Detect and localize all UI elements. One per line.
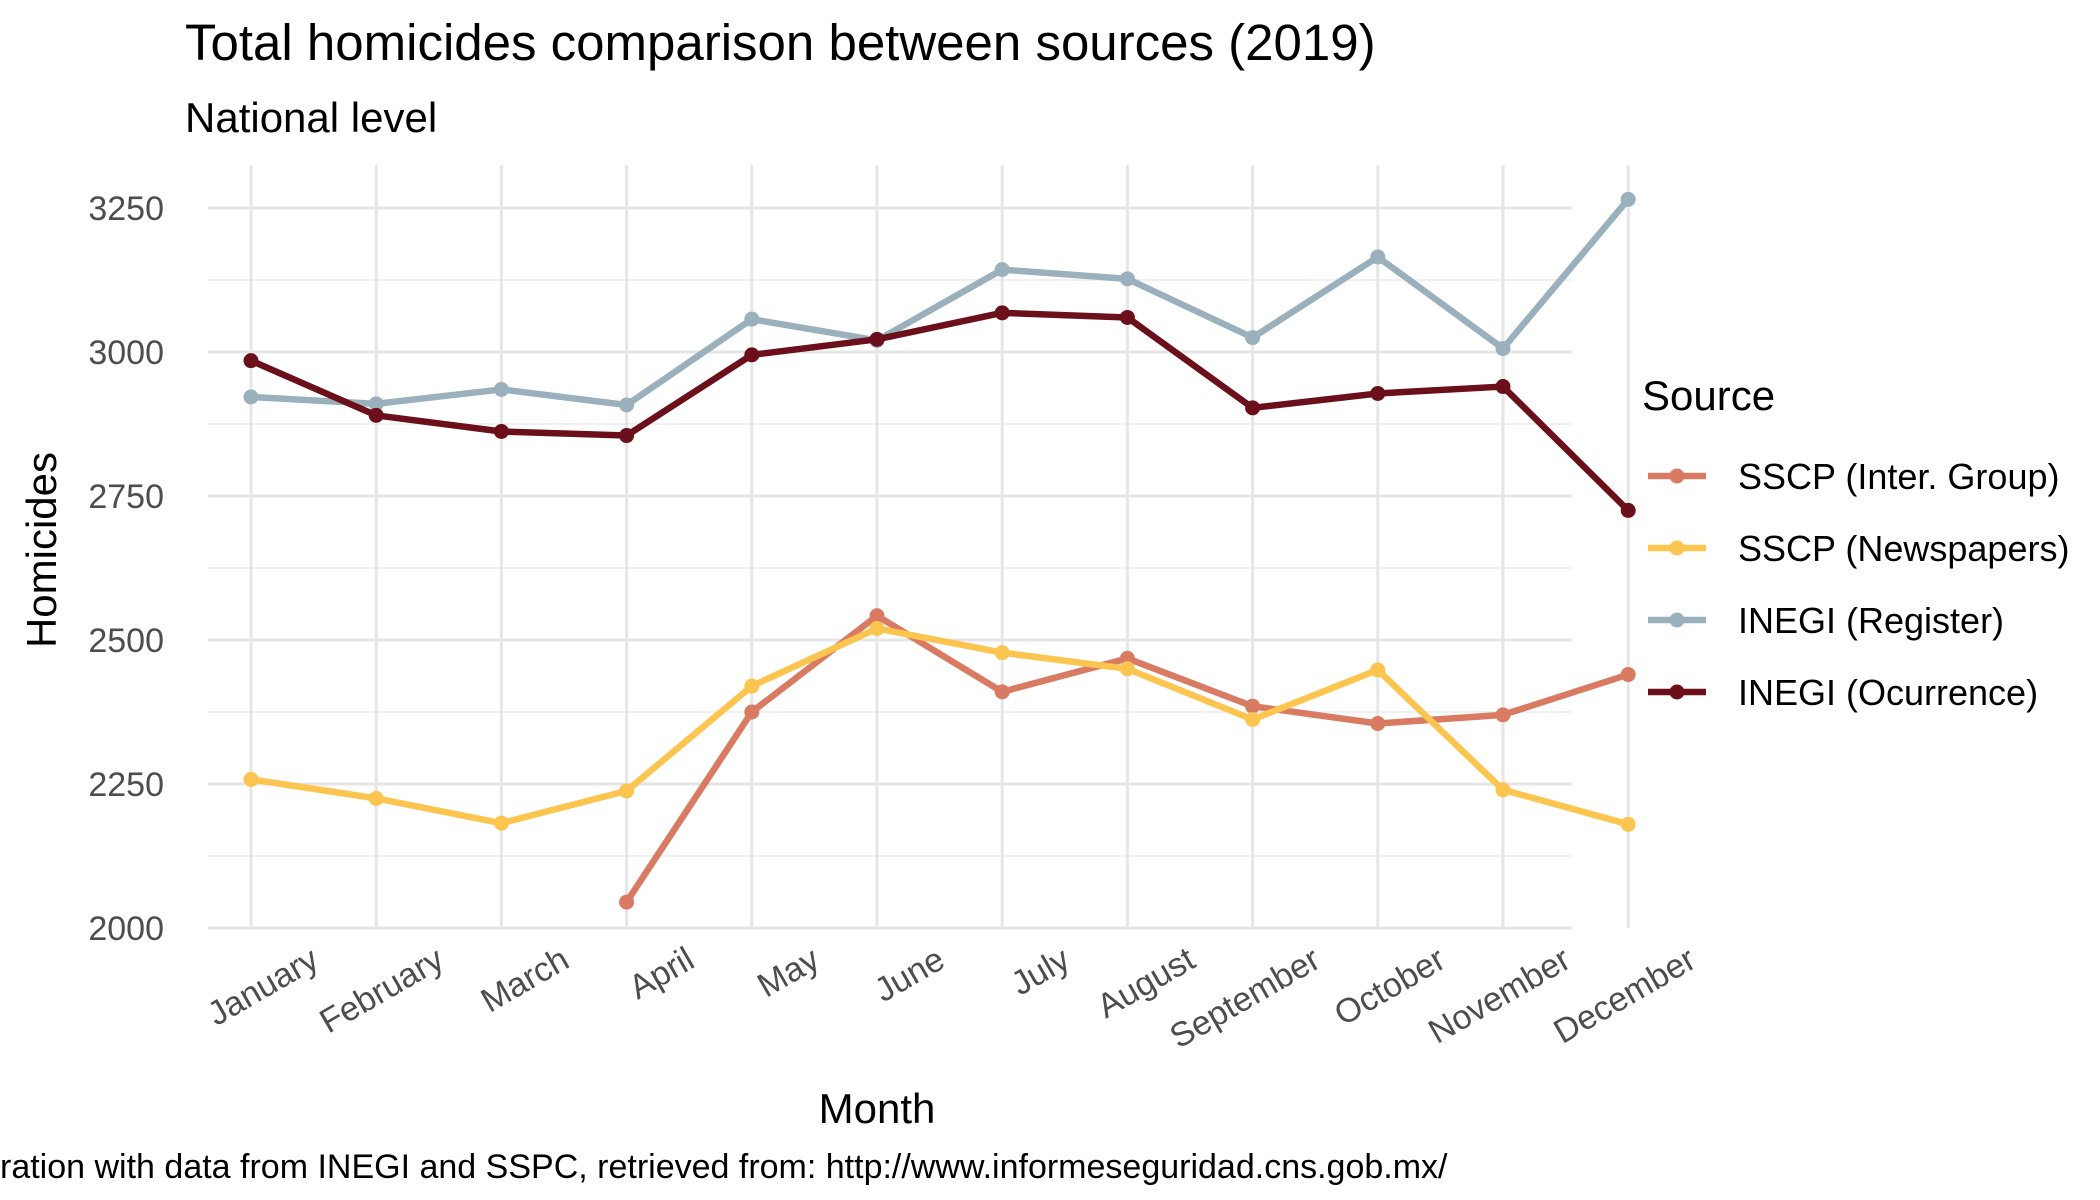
legend-entry: INEGI (Ocurrence) [1648, 672, 2038, 713]
data-point [744, 678, 760, 694]
legend-entries: SSCP (Inter. Group) SSCP (Newspapers) INEG… [1648, 456, 2069, 713]
y-tick-label: 2500 [88, 622, 164, 660]
data-point [368, 790, 384, 806]
data-point [994, 684, 1010, 700]
data-point [1495, 707, 1511, 723]
series-line [250, 197, 1631, 409]
series-1 [619, 608, 1636, 910]
chart-title: Total homicides comparison between sourc… [185, 14, 1376, 71]
data-point [744, 704, 760, 720]
data-point [994, 645, 1010, 661]
data-point [1370, 662, 1386, 678]
data-point [1495, 782, 1511, 798]
data-point [869, 620, 885, 636]
data-point [744, 311, 760, 327]
data-point [368, 407, 384, 423]
data-point [243, 353, 259, 369]
y-tick-label: 2750 [88, 478, 164, 516]
data-point [1495, 341, 1511, 357]
data-point [994, 262, 1010, 278]
y-axis-ticks: 2000 2250 2500 2750 3000 3250 [88, 190, 164, 948]
data-point [1620, 191, 1636, 207]
data-point [243, 389, 259, 405]
series-2 [243, 620, 1636, 832]
data-point [243, 771, 259, 787]
data-point [744, 347, 760, 363]
data-point [994, 305, 1010, 321]
legend: Source SSCP (Inter. Group) SSCP (Newspape… [1642, 372, 2069, 713]
y-tick-label: 2000 [88, 910, 164, 948]
data-point [368, 396, 384, 412]
y-tick-label: 3000 [88, 334, 164, 372]
legend-key-point [1669, 540, 1685, 556]
data-point [1245, 698, 1261, 714]
x-axis-label: Month [819, 1085, 936, 1132]
data-point [1370, 385, 1386, 401]
data-point [1620, 667, 1636, 683]
data-point [1620, 816, 1636, 832]
legend-entry: SSCP (Inter. Group) [1648, 456, 2059, 497]
series-4 [243, 305, 1636, 518]
chart-subtitle: National level [185, 94, 437, 141]
data-point [1370, 249, 1386, 265]
data-point [1119, 271, 1135, 287]
data-point [1119, 650, 1135, 666]
legend-entry: INEGI (Register) [1648, 600, 2004, 641]
series-line [249, 309, 1631, 513]
data-point [493, 381, 509, 397]
data-point [619, 428, 635, 444]
data-point [1370, 716, 1386, 732]
data-point [1245, 711, 1261, 727]
legend-key-point [1669, 684, 1685, 700]
series-lines [243, 191, 1636, 910]
legend-title: Source [1642, 372, 1775, 419]
data-point [1620, 502, 1636, 518]
data-point [869, 608, 885, 624]
y-tick-label: 3250 [88, 190, 164, 228]
legend-key-point [1669, 468, 1685, 484]
data-point [619, 894, 635, 910]
data-point [1119, 661, 1135, 677]
y-axis-label: Homicides [18, 452, 65, 648]
data-point [1495, 379, 1511, 395]
legend-entry: SSCP (Newspapers) [1648, 528, 2069, 569]
y-tick-label: 2250 [88, 766, 164, 804]
data-point [493, 815, 509, 831]
data-point [1119, 309, 1135, 325]
legend-key-point [1669, 612, 1685, 628]
chart-caption: ration with data from INEGI and SSPC, re… [0, 1148, 1448, 1186]
legend-label: INEGI (Ocurrence) [1738, 672, 2038, 713]
data-point [619, 783, 635, 799]
data-point [493, 423, 509, 439]
legend-label: INEGI (Register) [1738, 600, 2004, 641]
data-point [1245, 330, 1261, 346]
legend-label: SSCP (Newspapers) [1738, 528, 2069, 569]
legend-label: SSCP (Inter. Group) [1738, 456, 2059, 497]
series-line [250, 625, 1630, 828]
data-point [869, 331, 885, 347]
grid [208, 165, 1630, 930]
data-point [619, 397, 635, 413]
data-point [1245, 400, 1261, 416]
